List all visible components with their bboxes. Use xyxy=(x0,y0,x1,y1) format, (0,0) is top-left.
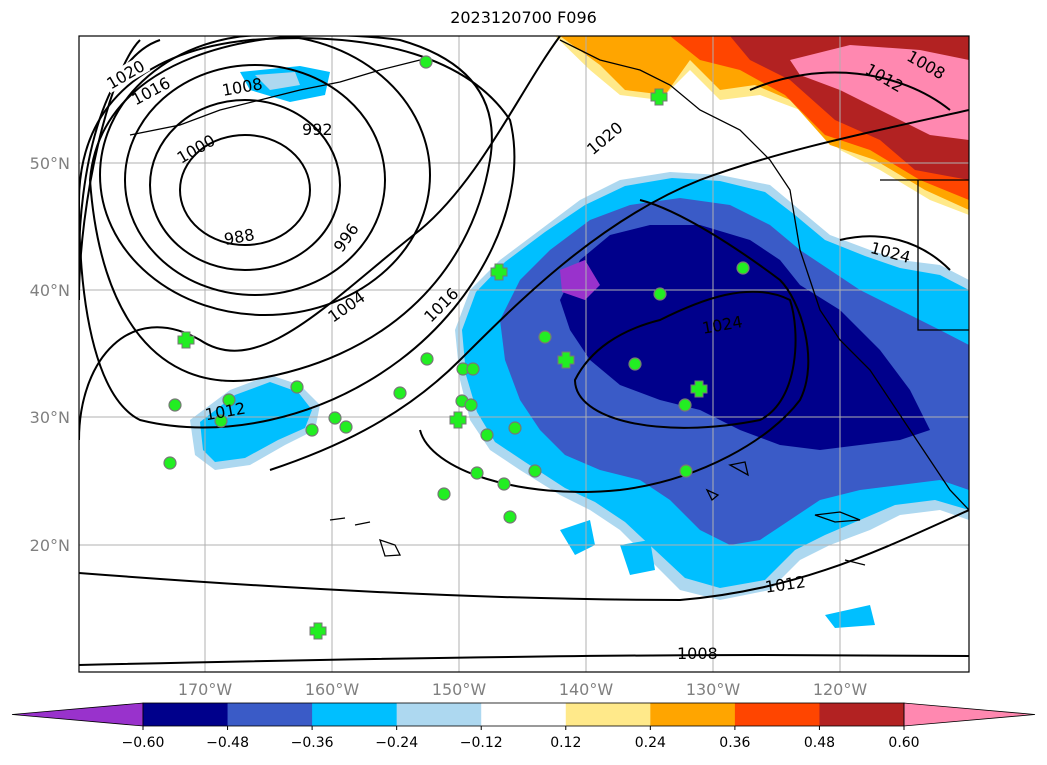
colorbar-max-arrow xyxy=(903,702,1036,727)
colorbar-tick-label: 0.24 xyxy=(635,735,666,751)
colorbar-tick-label: −0.24 xyxy=(375,735,418,751)
isobar-label: 992 xyxy=(302,120,333,139)
lat-label: 50°N xyxy=(30,154,70,173)
lon-label: 120°W xyxy=(813,680,868,699)
colorbar-segment xyxy=(481,703,567,726)
latitude-labels: 50°N 40°N 30°N 20°N xyxy=(30,154,70,555)
map-plot-area: 1020 1016 1008 1000 992 988 996 1004 101… xyxy=(79,36,969,672)
colorbar-min-arrow xyxy=(11,702,144,727)
lon-label: 160°W xyxy=(305,680,360,699)
colorbar-tick-label: −0.48 xyxy=(206,735,249,751)
station-markers xyxy=(163,55,750,640)
colorbar-segment xyxy=(650,703,736,726)
lon-label: 130°W xyxy=(686,680,741,699)
lon-label: 140°W xyxy=(559,680,614,699)
lon-label: 170°W xyxy=(178,680,233,699)
colorbar-tick-label: 0.12 xyxy=(550,735,581,751)
colorbar-tick-label: −0.12 xyxy=(460,735,503,751)
longitude-labels: 170°W 160°W 150°W 140°W 130°W 120°W xyxy=(178,680,868,699)
colorbar-segment xyxy=(396,703,482,726)
positive-anomaly-fill xyxy=(555,36,969,215)
lat-label: 30°N xyxy=(30,408,70,427)
lat-label: 20°N xyxy=(30,536,70,555)
colorbar-frame xyxy=(142,702,905,727)
colorbar-tick-label: −0.36 xyxy=(291,735,334,751)
colorbar-segment xyxy=(734,703,820,726)
colorbar-tick-label: 0.36 xyxy=(719,735,750,751)
lon-label: 150°W xyxy=(432,680,487,699)
colorbar: −0.60 −0.48 −0.36 −0.24 −0.12 0.12 0.24 0.36 0.4… xyxy=(11,702,1036,751)
colorbar-segment xyxy=(227,703,313,726)
colorbar-tick-label: 0.60 xyxy=(888,735,919,751)
colorbar-segment xyxy=(143,703,229,726)
colorbar-segment xyxy=(312,703,398,726)
map-title: 2023120700 F096 xyxy=(450,8,597,27)
isobar-label: 1008 xyxy=(677,644,718,663)
graticule xyxy=(79,36,969,672)
colorbar-tick-label: 0.48 xyxy=(804,735,835,751)
colorbar-segment xyxy=(819,703,905,726)
coastlines xyxy=(129,39,969,566)
colorbar-tick-label: −0.60 xyxy=(122,735,165,751)
colorbar-segment xyxy=(565,703,651,726)
map-frame xyxy=(78,35,970,673)
lat-label: 40°N xyxy=(30,281,70,300)
